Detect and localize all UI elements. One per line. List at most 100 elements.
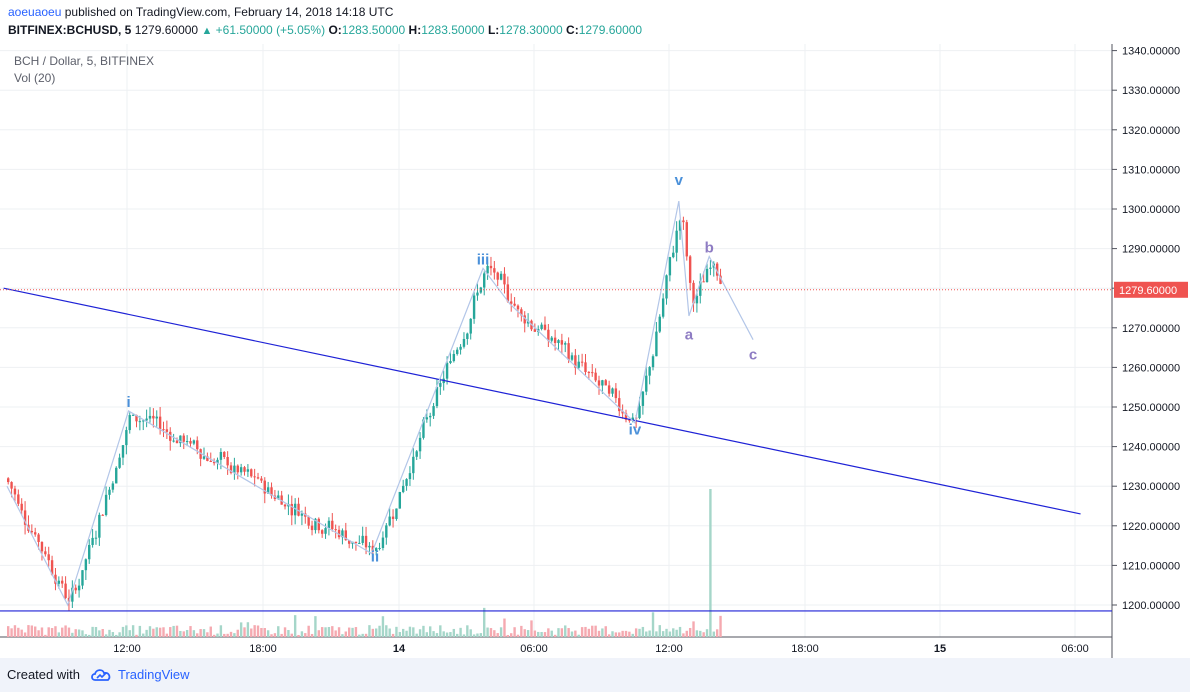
- volume-bar: [304, 633, 307, 637]
- tradingview-cloud-icon: [91, 669, 111, 681]
- candle-body: [155, 416, 158, 419]
- volume-bars: [7, 489, 722, 637]
- candle-body: [71, 587, 74, 602]
- volume-bar: [466, 625, 469, 637]
- candle-body: [50, 560, 54, 575]
- volume-bar: [219, 625, 223, 637]
- candle-body: [401, 485, 405, 493]
- volume-bar: [688, 627, 692, 637]
- candle-body: [523, 315, 526, 324]
- candle-body: [125, 430, 128, 446]
- volume-bar: [233, 633, 236, 637]
- candle-body: [297, 503, 300, 516]
- volume-bar: [50, 628, 54, 637]
- volume-bar: [74, 629, 77, 637]
- volume-bar: [223, 633, 226, 637]
- volume-bar: [715, 629, 719, 637]
- tradingview-link[interactable]: TradingView: [118, 667, 190, 682]
- candle-body: [317, 518, 320, 531]
- candle-body: [243, 467, 246, 472]
- last-price: 1279.60000: [134, 23, 199, 37]
- candle-body: [560, 340, 564, 345]
- volume-bar: [591, 625, 594, 637]
- candle-body: [456, 349, 459, 354]
- volume-bar: [165, 633, 169, 637]
- candle-body: [74, 587, 77, 591]
- volume-bar: [320, 627, 324, 637]
- author-link[interactable]: aoeuaoeu: [8, 5, 62, 19]
- candle-body: [607, 385, 611, 394]
- volume-bar: [202, 629, 206, 637]
- volume-bar: [30, 625, 34, 637]
- volume-bar: [253, 625, 256, 637]
- volume-bar: [91, 626, 94, 637]
- candle-body: [526, 320, 530, 324]
- candle-body: [88, 544, 91, 560]
- candle-body: [256, 477, 260, 479]
- candle-body: [543, 324, 547, 330]
- volume-bar: [678, 626, 682, 637]
- volume-bar: [429, 626, 432, 637]
- x-tick-label: 15: [934, 643, 946, 655]
- candle-body: [354, 541, 358, 543]
- volume-bar: [196, 633, 199, 637]
- candle-body: [709, 267, 712, 269]
- volume-bar: [699, 630, 702, 637]
- volume-bar: [648, 630, 651, 637]
- volume-bar: [445, 632, 449, 637]
- candle-body: [628, 419, 631, 421]
- candle-body: [678, 220, 682, 231]
- volume-bar: [37, 630, 40, 637]
- candle-body: [199, 449, 202, 459]
- candle-body: [111, 483, 115, 490]
- y-tick-label: 1240.00000: [1122, 442, 1180, 454]
- volume-bar: [64, 625, 67, 637]
- wave-label-v: v: [675, 172, 684, 189]
- volume-bar: [665, 628, 668, 637]
- volume-bar: [371, 628, 375, 637]
- candle-body: [138, 421, 142, 423]
- candle-body: [655, 331, 658, 357]
- volume-bar: [229, 631, 233, 637]
- wave-label-c: c: [749, 346, 757, 363]
- candle-body: [361, 535, 364, 543]
- volume-bar: [44, 634, 47, 637]
- candle-body: [334, 529, 337, 531]
- chart-area[interactable]: i ii iii iv v a b c 1340.00000 1330.00000 1320.000…: [0, 44, 1190, 658]
- volume-bar: [469, 629, 472, 637]
- high-value: 1283.50000: [421, 23, 485, 37]
- candle-body: [327, 520, 331, 529]
- candle-body: [506, 284, 510, 302]
- low-value: 1278.30000: [499, 23, 563, 37]
- x-tick-label: 14: [393, 643, 406, 655]
- candle-body: [216, 459, 219, 464]
- volume-bar: [273, 633, 277, 637]
- candle-body: [682, 220, 685, 223]
- volume-bar: [435, 633, 439, 637]
- volume-bar: [425, 632, 429, 637]
- volume-bar: [7, 626, 10, 637]
- volume-bar: [388, 628, 391, 637]
- candle-body: [553, 337, 557, 344]
- candle-body: [30, 530, 34, 533]
- candle-body: [202, 456, 206, 459]
- candle-body: [196, 440, 199, 450]
- candle-body: [236, 465, 239, 473]
- footer: Created with TradingView: [0, 658, 1190, 692]
- candle-body: [44, 551, 47, 555]
- candle-body: [250, 469, 253, 477]
- volume-bar: [476, 633, 479, 637]
- volume-bar: [77, 629, 81, 637]
- candle-body: [277, 495, 280, 499]
- candle-body: [614, 388, 618, 399]
- candle-body: [239, 467, 243, 473]
- candle-body: [47, 554, 50, 561]
- price-chart[interactable]: iiiiiiivvabc1340.000001330.000001320.000…: [0, 44, 1190, 658]
- volume-bar: [246, 622, 250, 637]
- candle-body: [337, 529, 341, 538]
- volume-bar: [128, 630, 131, 637]
- candle-body: [705, 268, 709, 282]
- candle-body: [540, 324, 543, 329]
- candle-body: [341, 530, 344, 538]
- volume-bar: [172, 625, 175, 637]
